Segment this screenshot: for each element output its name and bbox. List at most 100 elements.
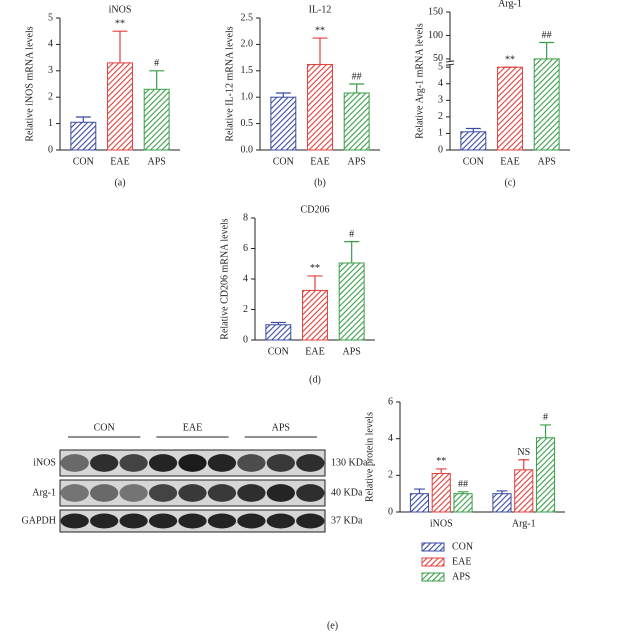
y-tick-label: 2 [48, 91, 53, 102]
bar [492, 493, 512, 513]
blot-band [266, 454, 295, 472]
x-tick-label: CON [273, 156, 294, 167]
bar [70, 121, 97, 151]
error-bar [112, 30, 128, 63]
y-tick-label: 1 [438, 128, 443, 139]
x-tick-label: EAE [305, 346, 324, 357]
panel-caption: (b) [314, 177, 326, 188]
error-bar [496, 490, 508, 494]
bar [343, 92, 370, 151]
blot-band [119, 484, 148, 502]
x-tick-label: EAE [310, 156, 329, 167]
bar [535, 437, 556, 513]
error-bar [275, 92, 291, 98]
group-label: APS [272, 422, 290, 433]
y-tick-label: 6 [243, 243, 248, 254]
blot-band [119, 513, 148, 529]
bar [143, 88, 170, 151]
significance-label: ** [310, 263, 320, 274]
y-axis-label: Relative protein levels [364, 412, 375, 502]
chart-title: IL-12 [309, 4, 332, 15]
y-tick-label: 4 [48, 39, 53, 50]
y-axis-label: Relative iNOS mRNA levels [24, 26, 35, 141]
error-bar [149, 70, 165, 90]
blot-band [266, 484, 295, 502]
legend-swatch [421, 557, 445, 567]
y-tick-label: 50 [433, 53, 443, 64]
significance-label: ** [436, 456, 446, 467]
bar [338, 262, 365, 341]
panel-caption: (c) [504, 177, 515, 188]
row-label: Arg-1 [32, 487, 56, 498]
y-tick-label: 2 [388, 470, 393, 481]
significance-label: ## [542, 30, 552, 41]
y-axis-label: Relative Arg-1 mRNA levels [414, 23, 425, 139]
y-tick-label: 1.0 [241, 91, 254, 102]
row-label: GAPDH [22, 515, 56, 526]
x-tick-label: EAE [500, 156, 519, 167]
y-axis-label: Relative CD206 mRNA levels [219, 218, 230, 339]
blot-band [266, 513, 295, 529]
x-tick-label: CON [463, 156, 484, 167]
y-tick-label: 0 [438, 144, 443, 155]
error-bar [539, 41, 555, 59]
blot-band [90, 513, 119, 529]
y-tick-label: 1 [48, 118, 53, 129]
blot-band [178, 513, 207, 529]
blot-band [90, 454, 119, 472]
error-bar [457, 491, 469, 494]
error-bar [307, 275, 323, 291]
error-bar [465, 127, 481, 132]
x-tick-label: APS [537, 156, 555, 167]
y-tick-label: 0 [48, 144, 53, 155]
bar [431, 473, 451, 513]
significance-label: ** [505, 54, 515, 65]
bar [460, 131, 487, 151]
chart-title: CD206 [301, 204, 330, 215]
error-bar [414, 488, 425, 494]
axis-break-gap [447, 61, 453, 65]
bar [307, 63, 333, 151]
significance-label: ## [458, 479, 468, 490]
bar [497, 66, 523, 151]
blot-band [296, 513, 325, 529]
legend-swatch [421, 542, 445, 552]
y-tick-label: 2.0 [241, 39, 254, 50]
y-tick-label: 4 [438, 78, 443, 89]
blot-band [60, 484, 89, 502]
x-tick-label: APS [347, 156, 365, 167]
y-axis-label: Relative IL-12 mRNA levels [224, 26, 235, 141]
blot-band [178, 454, 207, 472]
significance-label: ** [315, 25, 325, 36]
y-tick-label: 2 [438, 111, 443, 122]
y-tick-label: 150 [428, 6, 443, 17]
blot-band [237, 454, 266, 472]
y-tick-label: 5 [48, 12, 53, 23]
x-tick-label: APS [147, 156, 165, 167]
blot-band [237, 484, 266, 502]
y-tick-label: 3 [48, 65, 53, 76]
x-tick-label: EAE [110, 156, 129, 167]
blot-band [148, 513, 178, 529]
significance-label: ** [115, 18, 125, 29]
legend-label: APS [452, 571, 470, 582]
y-tick-label: 0.0 [241, 144, 254, 155]
panel-caption: (a) [114, 177, 125, 188]
axis-break [445, 60, 455, 63]
blot-band [296, 454, 325, 472]
x-tick-label: iNOS [430, 518, 453, 529]
blot-band [296, 484, 325, 502]
bar [533, 58, 560, 151]
y-tick-label: 0.5 [241, 118, 254, 129]
blot-band [60, 513, 89, 529]
blot-band [207, 513, 237, 529]
bar [265, 324, 292, 341]
y-tick-label: 0 [243, 334, 248, 345]
error-bar [312, 37, 328, 65]
error-bar [75, 116, 91, 123]
error-bar [349, 83, 365, 93]
size-label: 130 KDa [331, 457, 368, 468]
legend-swatch [421, 572, 445, 582]
y-tick-label: 2.5 [241, 12, 254, 23]
bar [107, 62, 133, 151]
